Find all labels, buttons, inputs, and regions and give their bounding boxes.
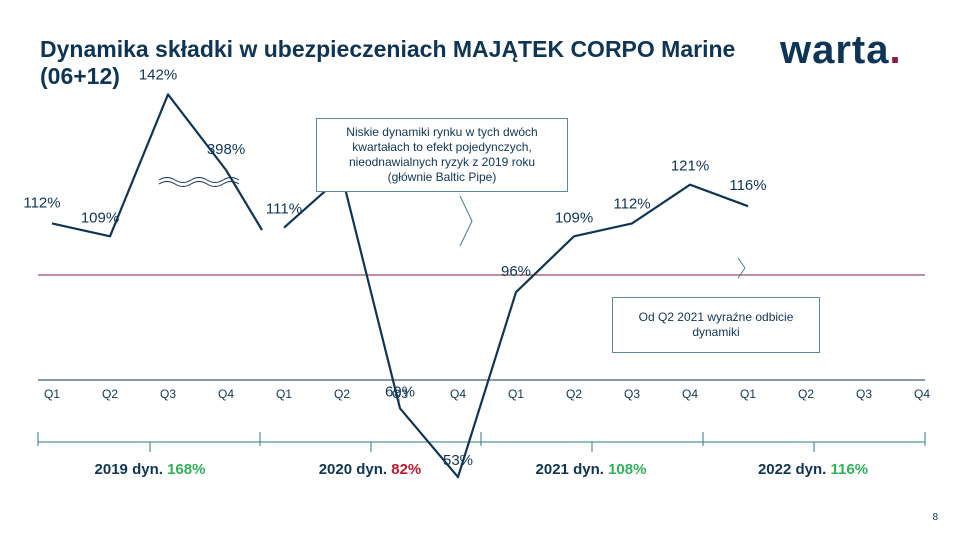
axis-break-mark	[158, 181, 240, 187]
warta-logo: warta.	[780, 28, 902, 72]
series-line	[51, 93, 227, 238]
x-tick-label: Q1	[508, 387, 524, 401]
callout-pointer-2b	[737, 267, 746, 279]
callout-pointer-1b	[459, 220, 473, 247]
data-label: 398%	[207, 141, 245, 158]
axis-break-mark	[158, 177, 240, 183]
data-label: 112%	[23, 194, 60, 211]
x-tick-label: Q1	[740, 387, 756, 401]
page-title: Dynamika składki w ubezpieczeniach MAJĄT…	[40, 36, 736, 89]
series-line	[283, 175, 749, 479]
x-tick-label: Q3	[624, 387, 640, 401]
data-label: 96%	[501, 263, 531, 280]
series-line-drop	[225, 169, 263, 231]
callout-baltic-pipe: Niskie dynamiki rynku w tych dwóch kwart…	[316, 118, 568, 192]
x-tick-label: Q1	[44, 387, 60, 401]
data-label: 142%	[139, 66, 177, 83]
x-tick-label: Q4	[914, 387, 930, 401]
year-2022-summary: 2022 dyn. 116%	[757, 461, 869, 478]
x-tick-label: Q4	[682, 387, 698, 401]
data-label: 69%	[385, 383, 415, 400]
data-label: 112%	[613, 195, 650, 212]
x-tick-label: Q2	[334, 387, 350, 401]
data-label: 116%	[729, 177, 766, 194]
data-label: 109%	[555, 209, 593, 226]
x-tick-label: Q1	[276, 387, 292, 401]
x-tick-label: Q4	[450, 387, 466, 401]
data-label: 53%	[443, 452, 473, 469]
year-2019-summary: 2019 dyn. 168%	[94, 461, 206, 478]
data-label: 111%	[266, 201, 302, 218]
year-2021-summary: 2021 dyn. 108%	[535, 461, 647, 478]
x-tick-label: Q3	[160, 387, 176, 401]
x-tick-label: Q2	[798, 387, 814, 401]
callout-pointer-2	[737, 257, 746, 269]
year-2020-summary: 2020 dyn. 82%	[318, 461, 422, 478]
data-label: 121%	[671, 158, 709, 175]
page-number: 8	[932, 512, 938, 523]
data-label: 109%	[81, 209, 119, 226]
callout-rebound: Od Q2 2021 wyraźne odbicie dynamiki	[612, 297, 820, 353]
x-tick-label: Q4	[218, 387, 234, 401]
x-tick-label: Q2	[102, 387, 118, 401]
x-tick-label: Q3	[856, 387, 872, 401]
callout-pointer-1	[459, 195, 473, 222]
x-tick-label: Q2	[566, 387, 582, 401]
